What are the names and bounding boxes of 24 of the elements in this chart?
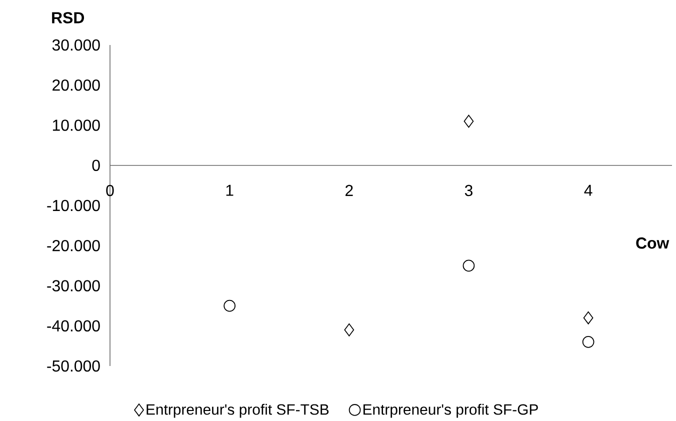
point (464, 114, 474, 128)
x-tick-label: 2 (346, 184, 353, 196)
y-tick-label: -20.000 (47, 240, 100, 252)
x-tick-label: 4 (584, 184, 592, 196)
x-tick-label: 3 (464, 184, 472, 196)
x-tick-label: 0 (106, 184, 114, 196)
point (224, 300, 236, 312)
y-tick-label: -40.000 (47, 320, 100, 332)
x-axis-title: Cow (636, 237, 670, 249)
y-tick-label: 0 (92, 160, 100, 172)
y-tick-label: 30.000 (52, 39, 100, 51)
point (582, 336, 594, 348)
y-tick-label: -10.000 (47, 200, 100, 212)
y-tick-label: 20.000 (52, 79, 100, 91)
y-tick-label: 10.000 (52, 120, 100, 131)
point (462, 260, 475, 272)
y-tick-label: -30.000 (47, 280, 100, 292)
y-axis-title: RSD (52, 12, 84, 24)
point (344, 323, 354, 336)
y-tick-label: -50.000 (47, 360, 100, 372)
x-tick-label: 1 (226, 184, 234, 196)
legend-label: Entrpreneur's profit SF-TSB (146, 404, 329, 418)
legend-label: Entrpreneur's profit SF-GP (363, 404, 538, 418)
point (583, 311, 594, 324)
